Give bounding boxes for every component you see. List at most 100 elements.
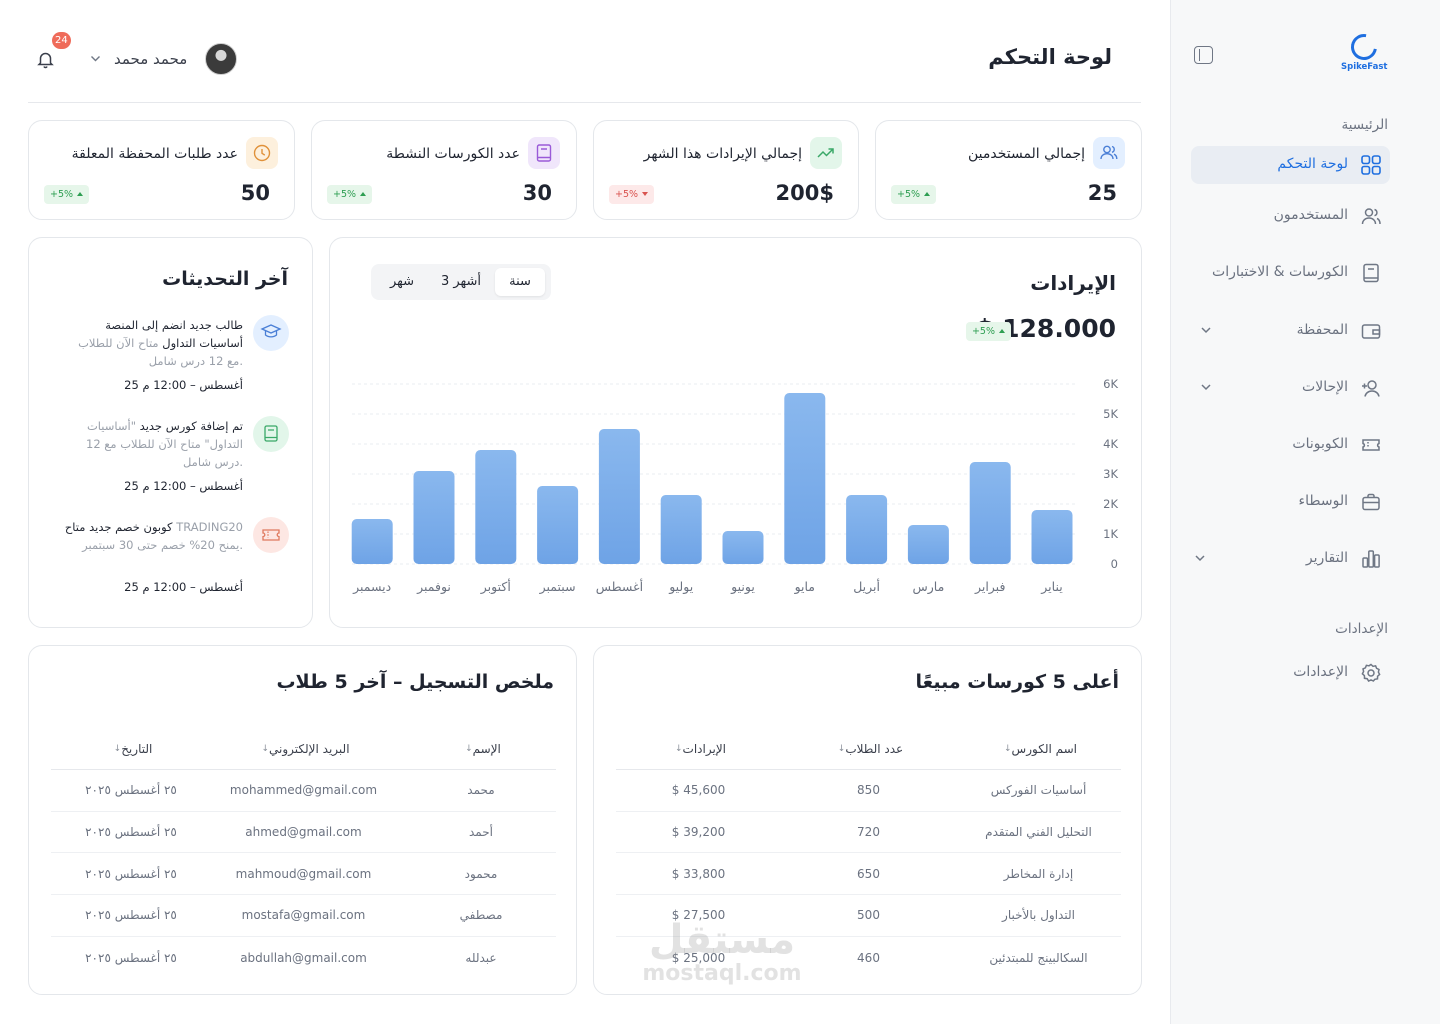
sidebar-item-courses[interactable]: الكورسات & الاختبارات — [1191, 254, 1390, 292]
y-tick-label: 2K — [1103, 497, 1118, 511]
sidebar-item-users[interactable]: المستخدمون — [1191, 197, 1390, 235]
delta-badge: +5% — [44, 185, 90, 204]
book-icon — [528, 137, 560, 169]
delta-badge: +5% — [965, 322, 1011, 341]
sidebar-item-coupons[interactable]: الكوبونات — [1191, 426, 1390, 464]
sidebar-item-brokers[interactable]: الوسطاء — [1191, 483, 1390, 521]
ticket-icon — [1362, 439, 1380, 451]
table-row[interactable]: مصطفي mostafa@gmail.com ٢٥ أغسطس ٢٠٢٥ — [51, 895, 556, 937]
sort-icon: ↓ — [113, 743, 122, 754]
table-row[interactable]: إدارة المخاطر 650 $ 33,800 — [616, 853, 1121, 896]
stat-card-users: إجمالي المستخدمين 25 +5% — [875, 120, 1142, 220]
sidebar-item-reports[interactable]: التقارير — [1191, 540, 1390, 578]
y-tick-label: 4K — [1103, 437, 1118, 451]
table-row[interactable]: السكالبينج للمبتدئين 460 $ 25,000 — [616, 937, 1121, 979]
update-detail: "أساسيات التداول" متاح الآن للطلاب مع 12… — [86, 419, 243, 469]
chevron-down-icon[interactable] — [1191, 549, 1209, 567]
page-title: لوحة التحكم — [988, 45, 1112, 69]
x-tick-label: يوليو — [668, 579, 693, 595]
column-header-name[interactable]: ↓ الإسم — [465, 741, 501, 756]
sidebar-item-referrals[interactable]: الإحالات — [1191, 369, 1390, 407]
column-header-course[interactable]: ↓ اسم الكورس — [1004, 741, 1077, 756]
sidebar-item-settings[interactable]: الإعدادات — [1191, 654, 1390, 692]
brand-logo[interactable]: SpikeFast — [1341, 28, 1387, 72]
column-header-date[interactable]: ↓ التاريخ — [113, 741, 153, 756]
sidebar-item-label: الكورسات & الاختبارات — [1212, 264, 1348, 280]
ticket-icon — [253, 517, 289, 553]
table-row[interactable]: أحمد ahmed@gmail.com ٢٥ أغسطس ٢٠٢٥ — [51, 812, 556, 854]
bar-11[interactable] — [413, 471, 455, 564]
chevron-down-icon[interactable] — [1197, 321, 1215, 339]
student-email: ahmed@gmail.com — [245, 825, 362, 840]
course-revenue: $ 45,600 — [671, 783, 726, 798]
column-header-students[interactable]: ↓ عدد الطلاب — [837, 741, 904, 756]
update-text: طالب جديد انضم إلى المنصة أساسيات التداو… — [63, 316, 243, 370]
bell-icon[interactable] — [36, 50, 55, 69]
x-tick-label: فبراير — [974, 579, 1006, 595]
update-detail: متاح الآن للطلاب مع 12 درس شامل. — [78, 336, 243, 368]
table-row[interactable]: التداول بالأخبار 500 $ 27,500 — [616, 895, 1121, 937]
users-icon — [1361, 208, 1381, 225]
update-time: 25 أغسطس – 12:00 م — [124, 580, 243, 594]
top-courses-table: ↓ اسم الكورس ↓ عدد الطلاب ↓ الإيرادات أساسي… — [616, 728, 1121, 978]
stat-value: 25 — [1087, 181, 1117, 205]
book-icon — [253, 416, 289, 452]
sort-icon: ↓ — [465, 743, 473, 754]
bar-7[interactable] — [660, 495, 702, 564]
registration-date: ٢٥ أغسطس ٢٠٢٥ — [85, 866, 177, 881]
bar-3[interactable] — [907, 525, 949, 564]
arrow-up-icon — [77, 192, 84, 196]
bar-5[interactable] — [784, 393, 826, 564]
stat-label: عدد الكورسات النشطة — [386, 146, 520, 162]
course-name: أساسيات الفوركس — [990, 783, 1087, 798]
column-header-revenue[interactable]: ↓ الإيرادات — [675, 741, 726, 756]
update-headline: كوبون خصم جديد متاح — [64, 520, 173, 534]
chevron-down-icon[interactable] — [1197, 378, 1215, 396]
sidebar-item-label: المستخدمون — [1273, 207, 1348, 223]
course-revenue: $ 27,500 — [671, 908, 726, 923]
sort-icon: ↓ — [837, 743, 846, 754]
course-name: التداول بالأخبار — [1002, 908, 1075, 923]
user-name[interactable]: محمد محمد — [114, 50, 188, 68]
arrow-up-icon — [360, 192, 367, 196]
stat-card-revenue: إجمالي الإيرادات هذا الشهر 200$ +5% — [593, 120, 859, 220]
revenue-title: الإيرادات — [1030, 271, 1116, 295]
student-email: mohammed@gmail.com — [229, 783, 378, 798]
graduation-cap-icon — [253, 315, 289, 351]
x-tick-label: ديسمبر — [352, 579, 391, 595]
bar-1[interactable] — [1031, 510, 1073, 564]
sidebar-item-wallet[interactable]: المحفظة — [1191, 312, 1390, 350]
table-row[interactable]: أساسيات الفوركس 850 $ 45,600 — [616, 770, 1121, 812]
x-tick-label: يونيو — [730, 579, 755, 595]
sidebar-toggle-icon[interactable] — [1194, 46, 1213, 64]
bar-12[interactable] — [351, 519, 393, 564]
table-row[interactable]: محمود mahmoud@gmail.com ٢٥ أغسطس ٢٠٢٥ — [51, 853, 556, 896]
registration-date: ٢٥ أغسطس ٢٠٢٥ — [85, 950, 177, 965]
period-3months-button[interactable]: 3 أشهر — [440, 274, 482, 289]
stat-label: إجمالي الإيرادات هذا الشهر — [643, 146, 802, 162]
table-header: ↓ اسم الكورس ↓ عدد الطلاب ↓ الإيرادات — [616, 728, 1121, 770]
clock-icon — [246, 137, 278, 169]
course-name: السكالبينج للمبتدئين — [989, 950, 1088, 965]
stat-card-wallet-requests: عدد طلبات المحفظة المعلقة 50 +5% — [28, 120, 295, 220]
period-month-button[interactable]: شهر — [389, 274, 415, 289]
bar-2[interactable] — [969, 462, 1011, 564]
column-header-email[interactable]: ↓ البريد الإلكتروني — [261, 741, 350, 756]
bar-4[interactable] — [846, 495, 888, 564]
period-year-button[interactable]: سنة — [495, 268, 545, 296]
sidebar-item-dashboard[interactable]: لوحة التحكم — [1191, 146, 1390, 184]
stat-card-courses: عدد الكورسات النشطة 30 +5% — [311, 120, 577, 220]
update-headline: طالب جديد انضم إلى المنصة — [105, 318, 243, 332]
avatar[interactable] — [205, 43, 237, 75]
update-time: 25 أغسطس – 12:00 م — [124, 378, 243, 392]
book-icon — [1363, 263, 1379, 283]
table-row[interactable]: التحليل الفني المتقدم 720 $ 39,200 — [616, 812, 1121, 854]
stat-value: 200$ — [775, 181, 834, 205]
bar-10[interactable] — [475, 450, 517, 564]
bar-8[interactable] — [598, 429, 640, 564]
bar-9[interactable] — [537, 486, 579, 564]
table-row[interactable]: محمد mohammed@gmail.com ٢٥ أغسطس ٢٠٢٥ — [51, 770, 556, 812]
chevron-down-icon[interactable] — [88, 51, 103, 66]
table-row[interactable]: عبدلله abdullah@gmail.com ٢٥ أغسطس ٢٠٢٥ — [51, 937, 556, 979]
bar-6[interactable] — [722, 531, 764, 564]
